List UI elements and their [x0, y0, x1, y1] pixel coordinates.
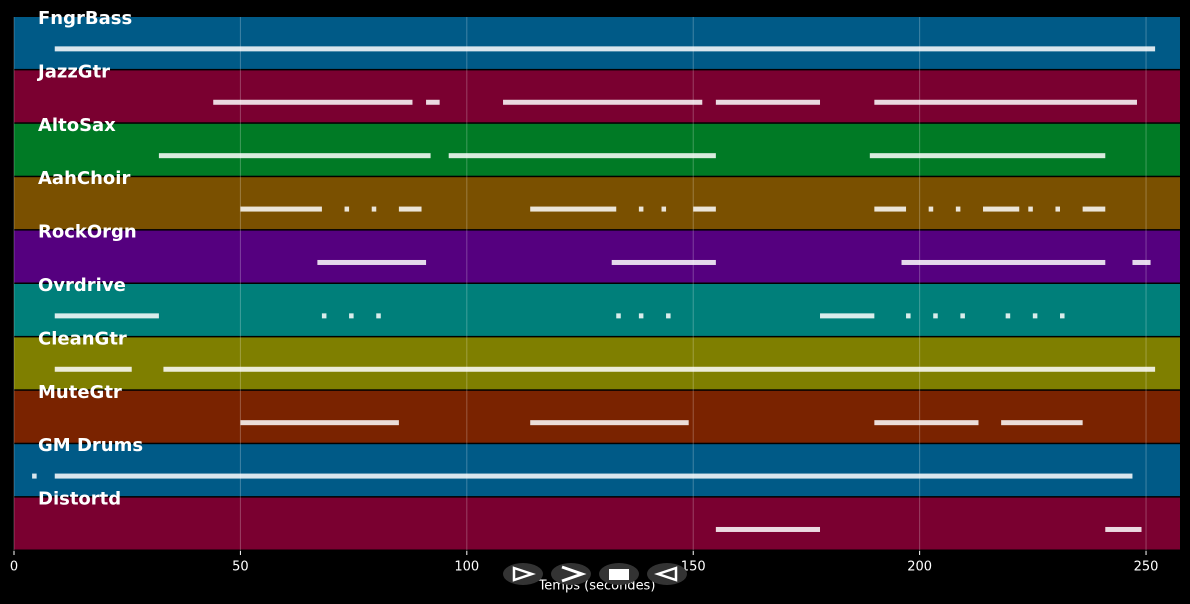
track-row — [14, 70, 1180, 123]
x-tick-label: 150 — [681, 560, 706, 575]
note-segment — [1032, 313, 1038, 319]
rewind-button[interactable] — [647, 563, 687, 585]
x-tick-label: 250 — [1134, 560, 1159, 575]
track-label: MuteGtr — [38, 382, 122, 403]
note-segment — [1060, 313, 1065, 319]
note-segment — [715, 526, 821, 532]
note-segment — [158, 153, 431, 159]
notes — [32, 46, 1156, 532]
note-segment — [901, 259, 1106, 265]
track-label: FngrBass — [38, 8, 132, 29]
note-segment — [693, 206, 716, 212]
note-segment — [638, 313, 644, 319]
note-segment — [240, 420, 399, 426]
note-segment — [616, 313, 621, 319]
note-segment — [321, 313, 327, 319]
track-label: GM Drums — [38, 435, 143, 456]
x-tick-label: 0 — [10, 560, 18, 575]
note-segment — [344, 206, 350, 212]
stop-button[interactable] — [599, 563, 639, 585]
note-segment — [874, 99, 1137, 105]
track-row — [14, 284, 1180, 336]
track-row — [14, 177, 1180, 230]
labels: FngrBass JazzGtr AltoSax AahChoir RockOrgn Ov… — [10, 8, 1159, 575]
track-row — [14, 17, 1180, 69]
note-segment — [874, 420, 979, 426]
note-segment — [448, 153, 716, 159]
x-tick-label: 200 — [907, 560, 932, 575]
note-segment — [54, 366, 132, 372]
track-label: AahChoir — [38, 168, 130, 189]
note-segment — [1055, 206, 1061, 212]
note-segment — [503, 99, 703, 105]
note-segment — [54, 313, 159, 319]
note-segment — [960, 313, 965, 319]
note-segment — [32, 473, 37, 479]
track-row — [14, 444, 1180, 497]
note-segment — [955, 206, 961, 212]
note-segment — [240, 206, 322, 212]
track-label: CleanGtr — [38, 328, 127, 349]
grid — [13, 17, 1147, 555]
x-tick-label: 50 — [232, 560, 249, 575]
note-segment — [666, 313, 671, 319]
note-segment — [874, 206, 907, 212]
track-label: AltoSax — [38, 115, 116, 136]
note-segment — [611, 259, 716, 265]
note-segment — [1082, 206, 1106, 212]
note-segment — [661, 206, 667, 212]
note-segment — [349, 313, 354, 319]
note-segment — [1005, 313, 1011, 319]
note-segment — [54, 46, 1156, 52]
track-row — [14, 230, 1180, 283]
forward-button[interactable] — [551, 563, 591, 585]
track-label: Distortd — [38, 489, 121, 510]
note-segment — [163, 366, 1156, 372]
note-segment — [213, 99, 413, 105]
x-tick-label: 100 — [454, 560, 479, 575]
note-segment — [906, 313, 911, 319]
note-segment — [1028, 206, 1033, 212]
note-segment — [54, 473, 1133, 479]
note-segment — [530, 206, 617, 212]
note-segment — [715, 99, 821, 105]
note-segment — [869, 153, 1106, 159]
track-label: RockOrgn — [38, 222, 137, 243]
note-segment — [317, 259, 427, 265]
note-segment — [1001, 420, 1083, 426]
note-segment — [820, 313, 875, 319]
rows — [14, 17, 1180, 550]
track-row — [14, 337, 1180, 390]
note-segment — [426, 99, 440, 105]
play-button[interactable] — [503, 563, 543, 585]
note-segment — [1105, 526, 1142, 532]
note-segment — [983, 206, 1020, 212]
note-segment — [530, 420, 689, 426]
note-segment — [1132, 259, 1151, 265]
track-row — [14, 390, 1180, 443]
note-segment — [398, 206, 422, 212]
note-segment — [638, 206, 644, 212]
note-segment — [928, 206, 934, 212]
note-segment — [376, 313, 381, 319]
track-row — [14, 123, 1180, 176]
note-segment — [933, 313, 938, 319]
playback-controls — [503, 563, 687, 585]
note-segment — [371, 206, 377, 212]
track-row — [14, 497, 1180, 550]
track-label: JazzGtr — [36, 61, 110, 82]
track-label: Ovrdrive — [38, 275, 126, 296]
